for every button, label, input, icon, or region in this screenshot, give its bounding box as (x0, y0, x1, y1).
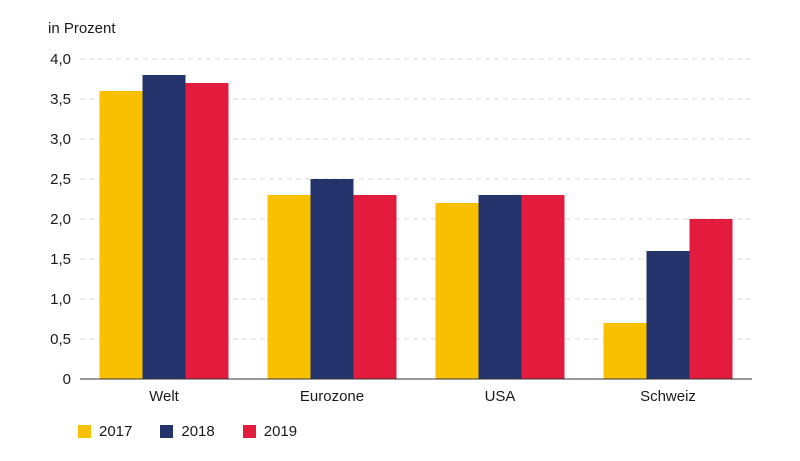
y-tick-label: 1,0 (50, 291, 71, 308)
y-axis-unit-label: in Prozent (48, 20, 116, 37)
gridlines (80, 58, 752, 340)
y-tick-label: 3,0 (50, 131, 71, 148)
bar-2017-welt (99, 91, 143, 379)
y-tick-label: 0,5 (50, 331, 71, 348)
bar-2019-schweiz (689, 219, 733, 379)
x-tick-label-welt: Welt (149, 388, 180, 405)
legend-swatch-2018 (160, 425, 174, 438)
x-tick-label-schweiz: Schweiz (640, 388, 696, 405)
y-tick-label: 0 (63, 371, 71, 388)
bar-2017-usa (435, 203, 479, 379)
legend-label-2018: 2018 (181, 423, 215, 440)
bars (99, 75, 733, 379)
x-tick-label-usa: USA (485, 388, 516, 405)
bar-2018-welt (142, 75, 186, 379)
legend-item-2019: 2019 (242, 423, 298, 440)
bar-2019-eurozone (353, 195, 397, 379)
bar-2019-usa (521, 195, 565, 379)
bar-2017-eurozone (267, 195, 311, 379)
legend-label-2017: 2017 (99, 423, 133, 440)
y-axis-ticks: 0 0,5 1,0 1,5 2,0 2,5 3,0 3,5 4,0 (50, 51, 71, 388)
bar-2018-eurozone (310, 179, 354, 379)
legend-swatch-2017 (78, 425, 91, 438)
y-tick-label: 2,5 (50, 171, 71, 188)
bar-2018-schweiz (646, 251, 690, 379)
y-tick-label: 2,0 (50, 211, 71, 228)
y-tick-label: 3,5 (50, 91, 71, 108)
y-tick-label: 1,5 (50, 251, 71, 268)
bar-2017-schweiz (603, 323, 647, 379)
legend: 2017 2018 2019 (78, 423, 325, 440)
x-axis-ticks: Welt Eurozone USA Schweiz (149, 388, 696, 405)
legend-item-2017: 2017 (78, 423, 132, 440)
bar-2019-welt (185, 83, 229, 379)
y-tick-label: 4,0 (50, 51, 71, 68)
legend-item-2018: 2018 (160, 423, 215, 440)
x-tick-label-eurozone: Eurozone (300, 388, 364, 405)
bar-2018-usa (478, 195, 522, 379)
legend-label-2019: 2019 (263, 423, 298, 440)
legend-swatch-2019 (242, 425, 256, 438)
